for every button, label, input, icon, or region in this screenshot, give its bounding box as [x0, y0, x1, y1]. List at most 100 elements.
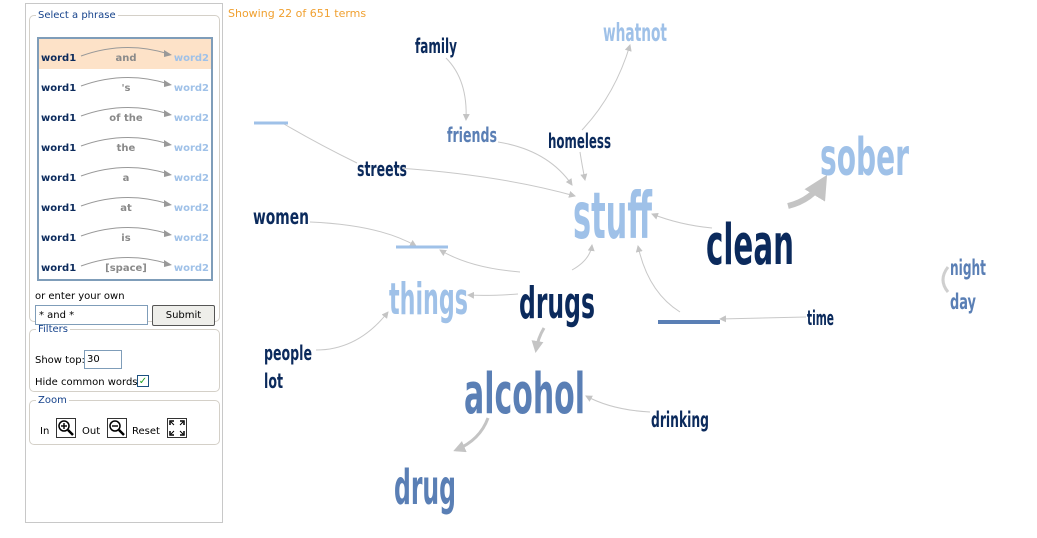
- edge-family-friends: [445, 57, 470, 121]
- zoom-in-label: In: [40, 426, 50, 437]
- zoom-in-button[interactable]: [56, 418, 76, 438]
- edge-homeless-stuff: [579, 151, 588, 181]
- phrase-option[interactable]: word1 is word2: [39, 219, 211, 249]
- filters-legend: Filters: [38, 324, 68, 335]
- edge-night-day: [941, 266, 950, 293]
- phrase-connector: [space]: [105, 263, 147, 274]
- phrase-list[interactable]: word1 and word2 word1's word2 word1 of the word…: [37, 37, 213, 281]
- sidebar-panel: Select a phrase word1 and word2 word1's word…: [25, 3, 223, 523]
- phrase-connector: the: [116, 143, 136, 154]
- phrase-word1: word1: [41, 233, 77, 244]
- submit-button[interactable]: Submit: [152, 305, 215, 326]
- phrase-option[interactable]: word1 the word2: [39, 129, 211, 159]
- edge-women-blank: [309, 221, 417, 247]
- phrase-word2: word2: [173, 113, 209, 124]
- term-drinking[interactable]: drinking: [651, 408, 709, 432]
- term-lot[interactable]: lot: [264, 369, 283, 393]
- term-night[interactable]: night: [950, 256, 986, 280]
- edge-time-blank: [719, 315, 807, 323]
- phrase-option[interactable]: word1 of the word2: [39, 99, 211, 129]
- phrase-word2: word2: [173, 53, 209, 64]
- term-things[interactable]: things: [389, 274, 468, 325]
- phrase-word1: word1: [41, 113, 77, 124]
- term-stuff[interactable]: stuff: [573, 180, 653, 254]
- edge-clean-stuff: [651, 212, 713, 229]
- term-whatnot[interactable]: whatnot: [603, 18, 667, 47]
- term-drug[interactable]: drug: [394, 460, 456, 516]
- edge-drinking-alcohol: [585, 395, 651, 413]
- phrase-arc-arrow-icon: [80, 227, 172, 237]
- term-homeless[interactable]: homeless: [548, 129, 611, 153]
- term-sober[interactable]: sober: [820, 128, 909, 188]
- term-alcohol[interactable]: alcohol: [464, 362, 585, 427]
- edge-alcohol-drug: [453, 417, 490, 453]
- zoom-out-button[interactable]: [107, 418, 127, 438]
- edge-drugs-stuff: [571, 244, 595, 271]
- phrase-arc-arrow-icon: [80, 47, 172, 57]
- hide-common-words-checkbox[interactable]: ✓: [137, 375, 149, 387]
- select-phrase-group: Select a phrase word1 and word2 word1's word…: [29, 10, 220, 326]
- edge-drugs-alcohol: [531, 327, 546, 353]
- phrase-arc-arrow-icon: [80, 77, 172, 87]
- term-family[interactable]: family: [415, 34, 457, 58]
- phrase-option[interactable]: word1 [space] word2: [39, 249, 211, 279]
- phrase-word1: word1: [41, 173, 77, 184]
- enter-phrase-label: or enter your own: [35, 291, 125, 302]
- phrase-connector: at: [120, 203, 132, 214]
- term-time[interactable]: time: [807, 306, 834, 330]
- show-top-label: Show top:: [35, 355, 85, 366]
- phrase-option[interactable]: word1 's word2: [39, 69, 211, 99]
- edge-friends-stuff: [497, 141, 573, 186]
- phrase-arc-arrow-icon: [80, 257, 172, 267]
- phrase-word1: word1: [41, 143, 77, 154]
- zoom-group: Zoom In Out Reset: [29, 395, 220, 445]
- phrase-connector: is: [121, 233, 131, 244]
- term-women[interactable]: women: [253, 205, 309, 229]
- edge-clean-sober: [787, 174, 828, 209]
- phrase-connector: of the: [109, 113, 143, 124]
- phrase-arc-arrow-icon: [80, 167, 172, 177]
- term-count-status: Showing 22 of 651 terms: [228, 7, 367, 20]
- phrase-word2: word2: [173, 143, 209, 154]
- phrase-word1: word1: [41, 53, 77, 64]
- phrase-word2: word2: [173, 203, 209, 214]
- edge-streets-stuff: [397, 167, 576, 198]
- edge-group: [283, 44, 950, 413]
- zoom-reset-button[interactable]: [167, 418, 187, 438]
- term-drugs[interactable]: drugs: [519, 278, 595, 329]
- edge-homeless-whatnot: [581, 44, 632, 131]
- zoom-out-label: Out: [82, 426, 101, 437]
- phrase-option[interactable]: word1 a word2: [39, 159, 211, 189]
- phrase-connector: 's: [121, 83, 131, 94]
- phrase-arc-arrow-icon: [80, 197, 172, 207]
- phrase-word2: word2: [173, 83, 209, 94]
- phrase-option[interactable]: word1 at word2: [39, 189, 211, 219]
- term-clean[interactable]: clean: [706, 213, 794, 278]
- zoom-legend: Zoom: [38, 395, 67, 406]
- hide-common-words-label: Hide common words: [35, 377, 138, 388]
- term-people[interactable]: people: [264, 341, 312, 365]
- phrase-word2: word2: [173, 233, 209, 244]
- phrase-word1: word1: [41, 263, 77, 274]
- phrase-word2: word2: [173, 263, 209, 274]
- zoom-reset-label: Reset: [132, 426, 160, 437]
- phrase-connector: a: [122, 173, 130, 184]
- select-phrase-legend: Select a phrase: [38, 10, 116, 21]
- phrase-word2: word2: [173, 173, 209, 184]
- edge-blank-streets: [283, 123, 358, 164]
- filters-group: Filters Show top: Hide common words ✓: [29, 324, 220, 392]
- edge-drugs-things: [467, 291, 519, 299]
- reset-icon: [169, 420, 185, 436]
- phrase-word1: word1: [41, 83, 77, 94]
- edge-blank-stuff: [635, 245, 681, 313]
- term-streets[interactable]: streets: [357, 157, 407, 181]
- phrase-option[interactable]: word1 and word2: [39, 39, 211, 69]
- phrase-arc-arrow-icon: [80, 137, 172, 147]
- term-friends[interactable]: friends: [447, 123, 497, 147]
- term-day[interactable]: day: [950, 290, 976, 314]
- zoom-out-icon: [109, 420, 125, 436]
- show-top-input[interactable]: [84, 350, 122, 369]
- zoom-in-icon: [58, 420, 74, 436]
- phrase-arc-arrow-icon: [80, 107, 172, 117]
